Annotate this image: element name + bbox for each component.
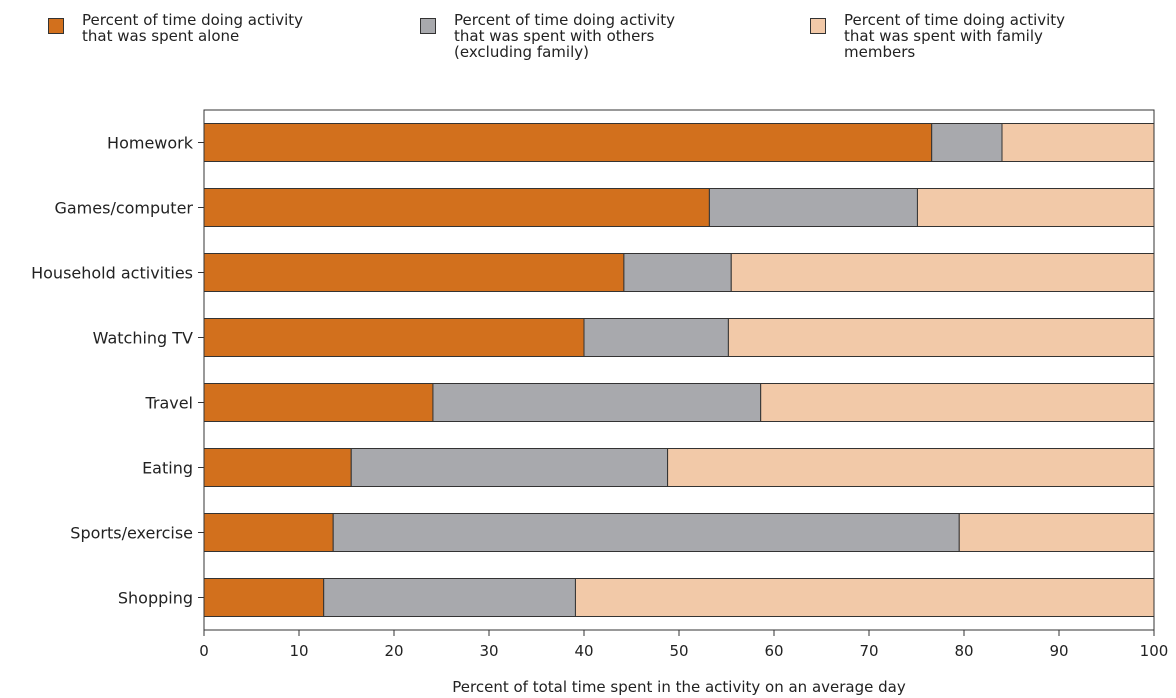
x-tick-label: 80 bbox=[954, 642, 973, 660]
bar-segment-alone bbox=[203, 513, 334, 552]
bar-segment-family bbox=[958, 513, 1155, 552]
bar-segment-family bbox=[1001, 123, 1155, 162]
x-tick-label: 20 bbox=[384, 642, 403, 660]
x-tick-label: 10 bbox=[289, 642, 308, 660]
x-tick-label: 90 bbox=[1049, 642, 1068, 660]
legend-swatch-alone bbox=[48, 18, 64, 34]
x-axis-title: Percent of total time spent in the activ… bbox=[452, 678, 906, 696]
x-tick-label: 40 bbox=[574, 642, 593, 660]
bar-segment-alone bbox=[203, 448, 352, 487]
bar-segment-family bbox=[730, 253, 1155, 292]
bar-segment-others bbox=[708, 188, 918, 227]
bar-segment-others bbox=[323, 578, 576, 617]
bar-segment-alone bbox=[203, 383, 434, 422]
x-tick-label: 30 bbox=[479, 642, 498, 660]
category-label: Travel bbox=[144, 394, 193, 413]
bar-segment-others bbox=[583, 318, 729, 357]
bar-segment-alone bbox=[203, 253, 625, 292]
bar-segment-family bbox=[574, 578, 1155, 617]
category-label: Games/computer bbox=[54, 199, 193, 218]
x-tick-label: 60 bbox=[764, 642, 783, 660]
legend-label-others: Percent of time doing activity that was … bbox=[454, 11, 676, 61]
legend-item-family: Percent of time doing activity that was … bbox=[810, 12, 1065, 60]
bar-segment-family bbox=[667, 448, 1155, 487]
x-tick-label: 50 bbox=[669, 642, 688, 660]
legend-item-alone: Percent of time doing activity that was … bbox=[48, 12, 303, 44]
category-label: Shopping bbox=[118, 589, 193, 608]
x-tick-label: 100 bbox=[1140, 642, 1169, 660]
bar-segment-others bbox=[350, 448, 669, 487]
category-labels: Homework Games/computer Household activiti… bbox=[31, 134, 204, 608]
legend-label-family: Percent of time doing activity that was … bbox=[844, 11, 1066, 61]
legend-swatch-others bbox=[420, 18, 436, 34]
bar-segment-others bbox=[931, 123, 1003, 162]
bar-segment-family bbox=[727, 318, 1155, 357]
x-tick-label: 0 bbox=[199, 642, 209, 660]
bar-segment-family bbox=[760, 383, 1155, 422]
category-label: Watching TV bbox=[93, 329, 193, 348]
bar-segment-alone bbox=[203, 578, 325, 617]
x-ticks: 0 10 20 30 40 50 60 70 80 90 100 bbox=[199, 630, 1168, 660]
bar-segment-alone bbox=[203, 188, 710, 227]
category-label: Sports/exercise bbox=[70, 524, 193, 543]
category-label: Homework bbox=[107, 134, 194, 153]
bar-segment-others bbox=[432, 383, 762, 422]
category-label: Eating bbox=[142, 459, 193, 478]
legend-label-alone: Percent of time doing activity that was … bbox=[82, 11, 304, 45]
legend-swatch-family bbox=[810, 18, 826, 34]
bar-segment-alone bbox=[203, 318, 585, 357]
bars-group bbox=[203, 123, 1155, 617]
bar-segment-family bbox=[916, 188, 1155, 227]
category-label: Household activities bbox=[31, 264, 193, 283]
bar-segment-others bbox=[332, 513, 960, 552]
legend-item-others: Percent of time doing activity that was … bbox=[420, 12, 675, 60]
x-tick-label: 70 bbox=[859, 642, 878, 660]
bar-segment-others bbox=[623, 253, 732, 292]
bar-segment-alone bbox=[203, 123, 933, 162]
